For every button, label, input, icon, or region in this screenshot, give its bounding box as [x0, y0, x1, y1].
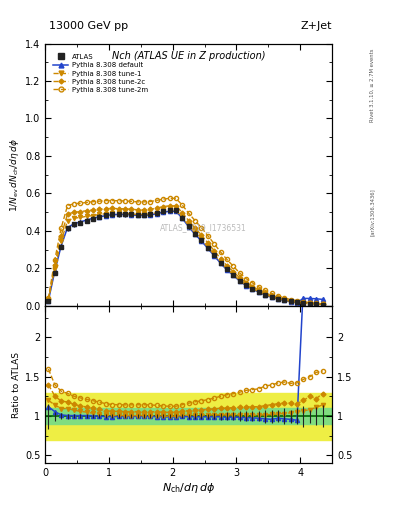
Bar	[45, 408, 332, 424]
Text: Rivet 3.1.10, ≥ 2.7M events: Rivet 3.1.10, ≥ 2.7M events	[369, 49, 375, 122]
Text: [arXiv:1306.3436]: [arXiv:1306.3436]	[369, 188, 375, 236]
X-axis label: $N_{\rm ch}/d\eta\,d\phi$: $N_{\rm ch}/d\eta\,d\phi$	[162, 481, 215, 495]
Text: ATLAS_2019_I1736531: ATLAS_2019_I1736531	[160, 223, 246, 232]
Y-axis label: $1/N_{\rm ev}\,dN_{\rm ch}/d\eta\,d\phi$: $1/N_{\rm ev}\,dN_{\rm ch}/d\eta\,d\phi$	[8, 138, 21, 212]
Y-axis label: Ratio to ATLAS: Ratio to ATLAS	[12, 352, 21, 418]
Text: 13000 GeV pp: 13000 GeV pp	[49, 20, 128, 31]
Text: Nch (ATLAS UE in Z production): Nch (ATLAS UE in Z production)	[112, 51, 265, 61]
Legend: ATLAS, Pythia 8.308 default, Pythia 8.308 tune-1, Pythia 8.308 tune-2c, Pythia 8: ATLAS, Pythia 8.308 default, Pythia 8.30…	[51, 52, 149, 94]
Bar	[45, 393, 332, 440]
Text: Z+Jet: Z+Jet	[301, 20, 332, 31]
